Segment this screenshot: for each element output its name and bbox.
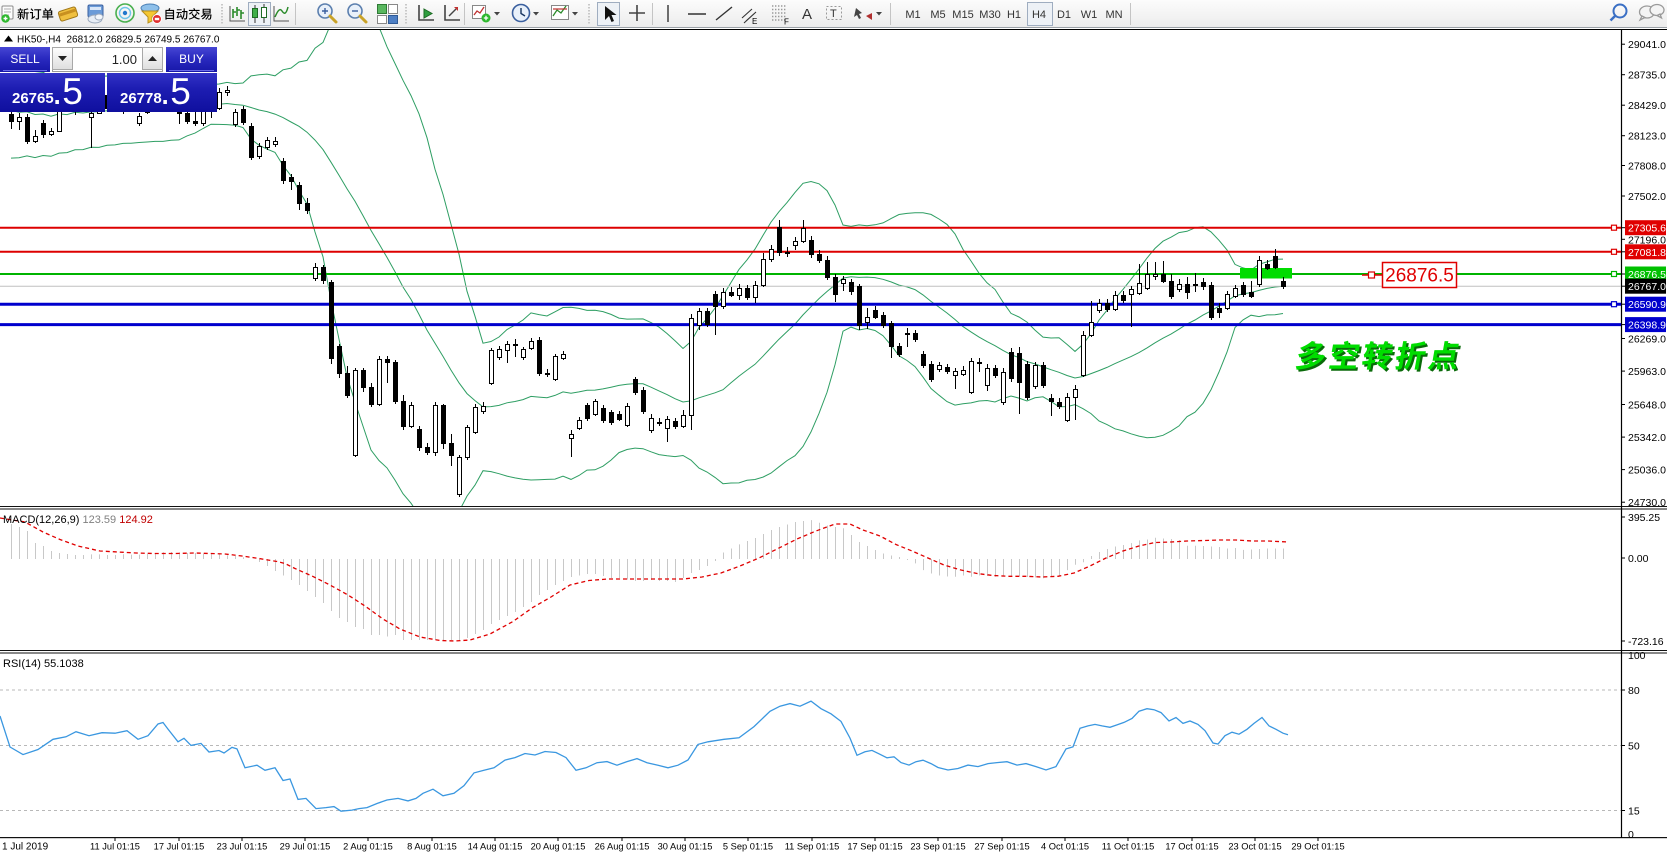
svg-text:24730.0: 24730.0 (1628, 497, 1666, 509)
svg-text:0: 0 (1628, 829, 1634, 841)
svg-text:M30: M30 (979, 9, 1000, 21)
svg-text:100: 100 (1628, 650, 1646, 662)
svg-text:4 Oct 01:15: 4 Oct 01:15 (1041, 842, 1089, 852)
svg-text:17 Jul 01:15: 17 Jul 01:15 (154, 842, 205, 852)
svg-text:M5: M5 (930, 9, 945, 21)
svg-text:A: A (802, 6, 812, 23)
svg-text:23 Sep 01:15: 23 Sep 01:15 (910, 842, 965, 852)
svg-text:23 Oct 01:15: 23 Oct 01:15 (1228, 842, 1281, 852)
svg-text:MN: MN (1105, 9, 1122, 21)
svg-text:27502.0: 27502.0 (1628, 191, 1666, 203)
svg-text:D1: D1 (1057, 9, 1071, 21)
svg-text:25342.0: 25342.0 (1628, 432, 1666, 444)
svg-text:28735.0: 28735.0 (1628, 70, 1666, 82)
svg-text:17 Sep 01:15: 17 Sep 01:15 (847, 842, 902, 852)
svg-text:5 Sep 01:15: 5 Sep 01:15 (723, 842, 773, 852)
svg-text:1 Jul 2019: 1 Jul 2019 (2, 842, 49, 853)
svg-text:28429.0: 28429.0 (1628, 100, 1666, 112)
svg-text:14 Aug 01:15: 14 Aug 01:15 (468, 842, 523, 852)
svg-text:H4: H4 (1032, 9, 1046, 21)
svg-text:29 Oct 01:15: 29 Oct 01:15 (1291, 842, 1344, 852)
svg-text:M1: M1 (905, 9, 920, 21)
svg-text:E: E (752, 17, 757, 26)
svg-text:0.00: 0.00 (1628, 553, 1649, 565)
svg-text:HK50-,H4 26812.0 26829.5 2674: HK50-,H4 26812.0 26829.5 26749.5 26767.0 (17, 35, 220, 46)
svg-text:25963.0: 25963.0 (1628, 366, 1666, 378)
svg-text:27808.0: 27808.0 (1628, 161, 1666, 173)
svg-text:15: 15 (1628, 806, 1640, 818)
svg-text:26876.5: 26876.5 (1385, 266, 1454, 287)
svg-text:MACD(12,26,9) 123.59 124.92: MACD(12,26,9) 123.59 124.92 (3, 514, 153, 526)
svg-text:28123.0: 28123.0 (1628, 131, 1666, 143)
svg-text:F: F (784, 18, 789, 27)
svg-text:8 Aug 01:15: 8 Aug 01:15 (407, 842, 457, 852)
svg-text:T: T (830, 8, 837, 20)
svg-text:W1: W1 (1081, 9, 1098, 21)
svg-text:H1: H1 (1007, 9, 1021, 21)
svg-text:M15: M15 (952, 9, 973, 21)
svg-text:30 Aug 01:15: 30 Aug 01:15 (658, 842, 713, 852)
svg-text:26767.0: 26767.0 (1628, 281, 1666, 293)
svg-text:25036.0: 25036.0 (1628, 465, 1666, 477)
svg-text:26 Aug 01:15: 26 Aug 01:15 (595, 842, 650, 852)
svg-text:11 Sep 01:15: 11 Sep 01:15 (785, 842, 840, 852)
svg-text:27305.6: 27305.6 (1628, 223, 1666, 235)
svg-text:2 Aug 01:15: 2 Aug 01:15 (343, 842, 393, 852)
svg-text:26269.0: 26269.0 (1628, 334, 1666, 346)
svg-text:25648.0: 25648.0 (1628, 400, 1666, 412)
svg-text:27081.8: 27081.8 (1628, 247, 1666, 259)
svg-text:23 Jul 01:15: 23 Jul 01:15 (217, 842, 268, 852)
svg-text:80: 80 (1628, 685, 1640, 697)
svg-text:27 Sep 01:15: 27 Sep 01:15 (974, 842, 1029, 852)
svg-text:11 Jul 01:15: 11 Jul 01:15 (90, 842, 140, 852)
svg-text:395.25: 395.25 (1628, 512, 1660, 524)
svg-text:-723.16: -723.16 (1628, 636, 1664, 648)
svg-text:11 Oct 01:15: 11 Oct 01:15 (1102, 842, 1155, 852)
svg-text:50: 50 (1628, 741, 1640, 753)
svg-text:26876.5: 26876.5 (1628, 269, 1666, 281)
svg-text:27196.0: 27196.0 (1628, 234, 1666, 246)
svg-text:26398.9: 26398.9 (1628, 320, 1666, 332)
svg-text:29 Jul 01:15: 29 Jul 01:15 (280, 842, 331, 852)
svg-text:26590.9: 26590.9 (1628, 299, 1666, 311)
svg-text:29041.0: 29041.0 (1628, 39, 1666, 51)
svg-text:17 Oct 01:15: 17 Oct 01:15 (1165, 842, 1218, 852)
svg-text:RSI(14) 55.1038: RSI(14) 55.1038 (3, 658, 84, 670)
svg-text:20 Aug 01:15: 20 Aug 01:15 (531, 842, 586, 852)
